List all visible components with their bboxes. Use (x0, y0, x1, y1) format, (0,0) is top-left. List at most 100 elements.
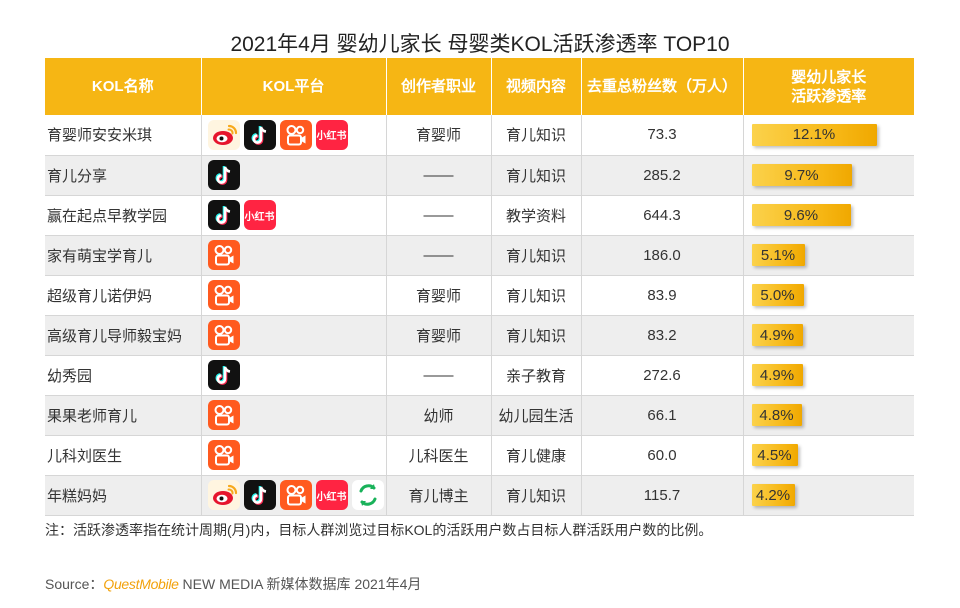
fans-count: 115.7 (580, 475, 743, 516)
rate-bar: 4.5% (751, 444, 798, 466)
kuaishou-icon (279, 480, 312, 510)
rate-label: 5.0% (760, 286, 795, 304)
kuaishou-icon (207, 440, 240, 470)
source-prefix: Source： (45, 576, 104, 592)
table-row: 赢在起点早教学园 小红书 —— 教学资料 644.3 9.6% (45, 195, 914, 236)
creator-job: 育儿博主 (385, 475, 491, 516)
fans-count: 272.6 (580, 355, 743, 396)
rate-label: 5.1% (760, 246, 796, 264)
platform-icons (207, 400, 240, 430)
footnote: 注：活跃渗透率指在统计周期(月)内，目标人群浏览过目标KOL的活跃用户数占目标人… (45, 522, 713, 538)
rate-label: 4.8% (759, 406, 794, 424)
rate-label: 4.9% (759, 366, 795, 384)
kol-table: KOL名称 KOL平台 创作者职业 视频内容 去重总粉丝数（万人） 婴幼儿家长 … (45, 58, 914, 516)
video-content: 育儿知识 (490, 115, 581, 156)
video-content: 育儿知识 (490, 275, 581, 316)
video-content: 育儿知识 (490, 315, 581, 356)
xiaohongshu-label: 小红书 (316, 491, 347, 503)
xiaohongshu-icon: 小红书 (315, 119, 348, 150)
table-row: 幼秀园 —— 亲子教育 272.6 4.9% (45, 355, 914, 396)
penetration-rate: 4.5% (742, 435, 914, 476)
green-app-icon (351, 480, 384, 510)
platform-icons (207, 280, 240, 310)
kuaishou-icon (279, 119, 312, 150)
creator-job: —— (385, 235, 491, 276)
penetration-rate: 4.9% (742, 315, 914, 356)
table-row: 儿科刘医生 儿科医生 育儿健康 60.0 4.5% (45, 435, 914, 476)
source-suffix: NEW MEDIA 新媒体数据库 2021年4月 (178, 576, 422, 592)
table-row: 年糕妈妈 小红书 育儿博主 育儿知识 115.7 4.2% (45, 475, 914, 516)
fans-count: 83.2 (580, 315, 743, 356)
weibo-icon (207, 119, 240, 150)
video-content: 幼儿园生活 (490, 395, 581, 436)
video-content: 教学资料 (490, 195, 581, 236)
creator-job: 育婴师 (385, 115, 491, 156)
platform-icons: 小红书 (207, 200, 276, 230)
table-row: 家有萌宝学育儿 —— 育儿知识 186.0 5.1% (45, 235, 914, 276)
creator-job: —— (385, 355, 491, 396)
kol-name: 儿科刘医生 (45, 435, 201, 476)
rate-label: 4.2% (755, 486, 791, 504)
video-content: 育儿知识 (490, 475, 581, 516)
video-content: 亲子教育 (490, 355, 581, 396)
table-row: 育婴师安安米琪 小红书 育婴师 育儿知识 73.3 12.1% (45, 115, 914, 156)
chart-title: 2021年4月 婴幼儿家长 母婴类KOL活跃渗透率 TOP10 (230, 33, 730, 56)
penetration-rate: 9.6% (742, 195, 914, 236)
fans-count: 83.9 (580, 275, 743, 316)
source-brand: QuestMobile (103, 576, 179, 592)
table-body: 育婴师安安米琪 小红书 育婴师 育儿知识 73.3 12.1% 育儿分享 —— 育儿知识 285.… (45, 115, 914, 516)
creator-job: —— (385, 195, 491, 236)
col-header-fans: 去重总粉丝数（万人） (580, 58, 743, 115)
fans-count: 66.1 (580, 395, 743, 436)
kol-name: 果果老师育儿 (45, 395, 201, 436)
creator-job: —— (385, 155, 491, 196)
penetration-rate: 5.1% (742, 235, 914, 276)
penetration-rate: 4.9% (742, 355, 914, 396)
kol-platforms (200, 275, 386, 316)
table-row: 超级育儿诺伊妈 育婴师 育儿知识 83.9 5.0% (45, 275, 914, 316)
table-row: 果果老师育儿 幼师 幼儿园生活 66.1 4.8% (45, 395, 914, 436)
penetration-rate: 4.8% (742, 395, 914, 436)
video-content: 育儿健康 (490, 435, 581, 476)
xiaohongshu-label: 小红书 (316, 131, 347, 143)
platform-icons (207, 160, 240, 190)
rate-label: 4.9% (759, 326, 795, 344)
kol-name: 高级育儿导师毅宝妈 (45, 315, 201, 356)
kol-name: 年糕妈妈 (45, 475, 201, 516)
douyin-icon (207, 200, 240, 230)
fans-count: 73.3 (580, 115, 743, 156)
xiaohongshu-icon: 小红书 (243, 200, 276, 230)
creator-job: 育婴师 (385, 275, 491, 316)
xiaohongshu-label: 小红书 (244, 211, 275, 223)
kol-name: 育儿分享 (45, 155, 201, 196)
rate-bar: 4.9% (751, 324, 803, 346)
kol-platforms (200, 355, 386, 396)
fans-count: 285.2 (580, 155, 743, 196)
col-header-platform: KOL平台 (200, 58, 386, 115)
douyin-icon (207, 360, 240, 390)
kol-platforms: 小红书 (200, 475, 386, 516)
rate-label: 9.7% (784, 166, 819, 184)
kuaishou-icon (207, 240, 240, 270)
kol-name: 幼秀园 (45, 355, 201, 396)
penetration-rate: 5.0% (742, 275, 914, 316)
platform-icons: 小红书 (207, 119, 348, 150)
kuaishou-icon (207, 280, 240, 310)
kol-platforms: 小红书 (200, 115, 386, 156)
creator-job: 儿科医生 (385, 435, 491, 476)
kol-name: 家有萌宝学育儿 (45, 235, 201, 276)
platform-icons (207, 360, 240, 390)
rate-label: 4.5% (757, 446, 792, 464)
kol-name: 超级育儿诺伊妈 (45, 275, 201, 316)
platform-icons: 小红书 (207, 480, 384, 510)
kol-platforms (200, 395, 386, 436)
col-header-job: 创作者职业 (385, 58, 491, 115)
video-content: 育儿知识 (490, 235, 581, 276)
rate-bar: 9.6% (751, 204, 851, 226)
penetration-rate: 9.7% (742, 155, 914, 196)
rate-bar: 12.1% (751, 123, 877, 146)
rate-bar: 4.2% (751, 484, 795, 506)
fans-count: 644.3 (580, 195, 743, 236)
kol-platforms (200, 235, 386, 276)
kol-platforms (200, 435, 386, 476)
